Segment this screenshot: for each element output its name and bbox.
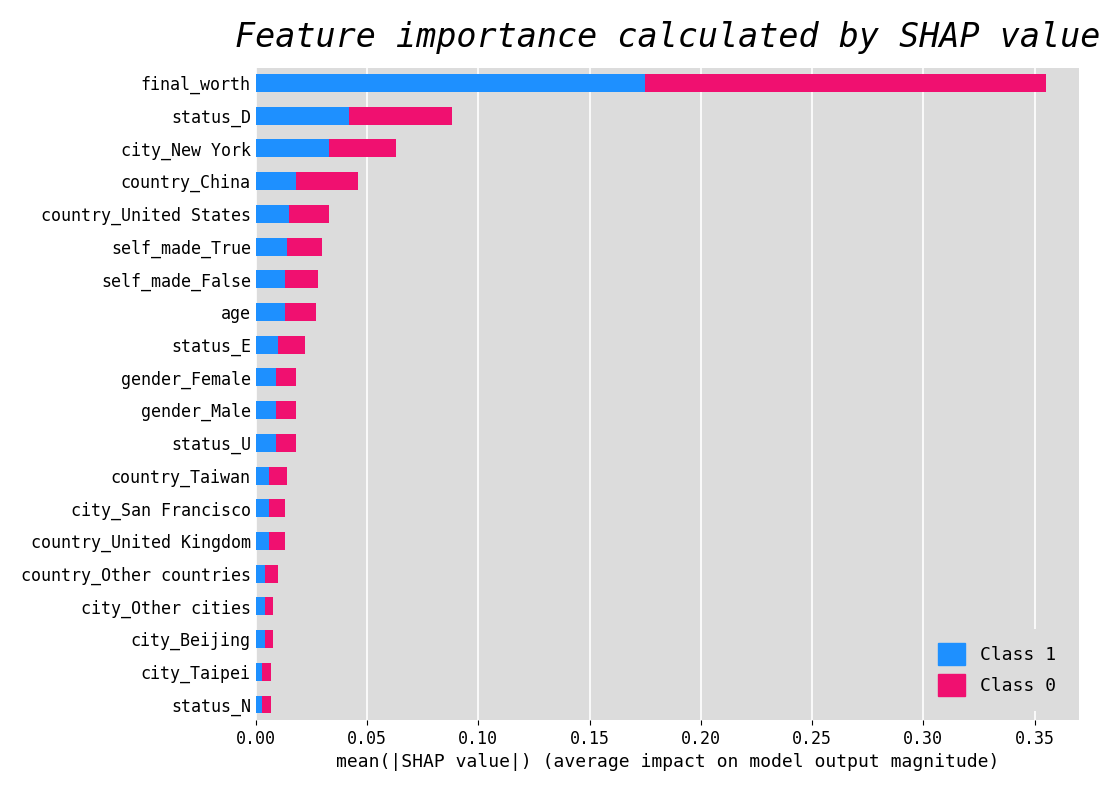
X-axis label: mean(|SHAP value|) (average impact on model output magnitude): mean(|SHAP value|) (average impact on mo… [336, 753, 999, 771]
Bar [646, 74, 1046, 92]
Bar [255, 107, 349, 125]
Bar [255, 172, 296, 190]
Bar [349, 107, 451, 125]
Bar [265, 565, 278, 583]
Bar [255, 695, 263, 714]
Bar [255, 401, 276, 419]
Bar [255, 434, 276, 451]
Bar [255, 139, 329, 158]
Bar [255, 597, 265, 615]
Bar [255, 74, 646, 92]
Bar [270, 466, 287, 485]
Bar [276, 401, 296, 419]
Bar [270, 532, 285, 550]
Bar [287, 238, 322, 256]
Legend: Class 1, Class 0: Class 1, Class 0 [924, 629, 1070, 711]
Bar [255, 630, 265, 648]
Bar [255, 205, 289, 223]
Bar [278, 336, 305, 354]
Bar [285, 303, 316, 321]
Bar [265, 630, 274, 648]
Bar [276, 368, 296, 386]
Bar [329, 139, 396, 158]
Bar [265, 597, 274, 615]
Bar [255, 368, 276, 386]
Bar [255, 238, 287, 256]
Bar [255, 466, 270, 485]
Bar [289, 205, 329, 223]
Bar [276, 434, 296, 451]
Bar [255, 336, 278, 354]
Bar [296, 172, 359, 190]
Bar [255, 663, 263, 681]
Bar [255, 532, 270, 550]
Bar [255, 270, 285, 288]
Bar [285, 270, 318, 288]
Bar [270, 499, 285, 517]
Bar [255, 565, 265, 583]
Bar [255, 499, 270, 517]
Bar [255, 303, 285, 321]
Bar [263, 695, 272, 714]
Title: Feature importance calculated by SHAP value: Feature importance calculated by SHAP va… [234, 21, 1100, 54]
Bar [263, 663, 272, 681]
